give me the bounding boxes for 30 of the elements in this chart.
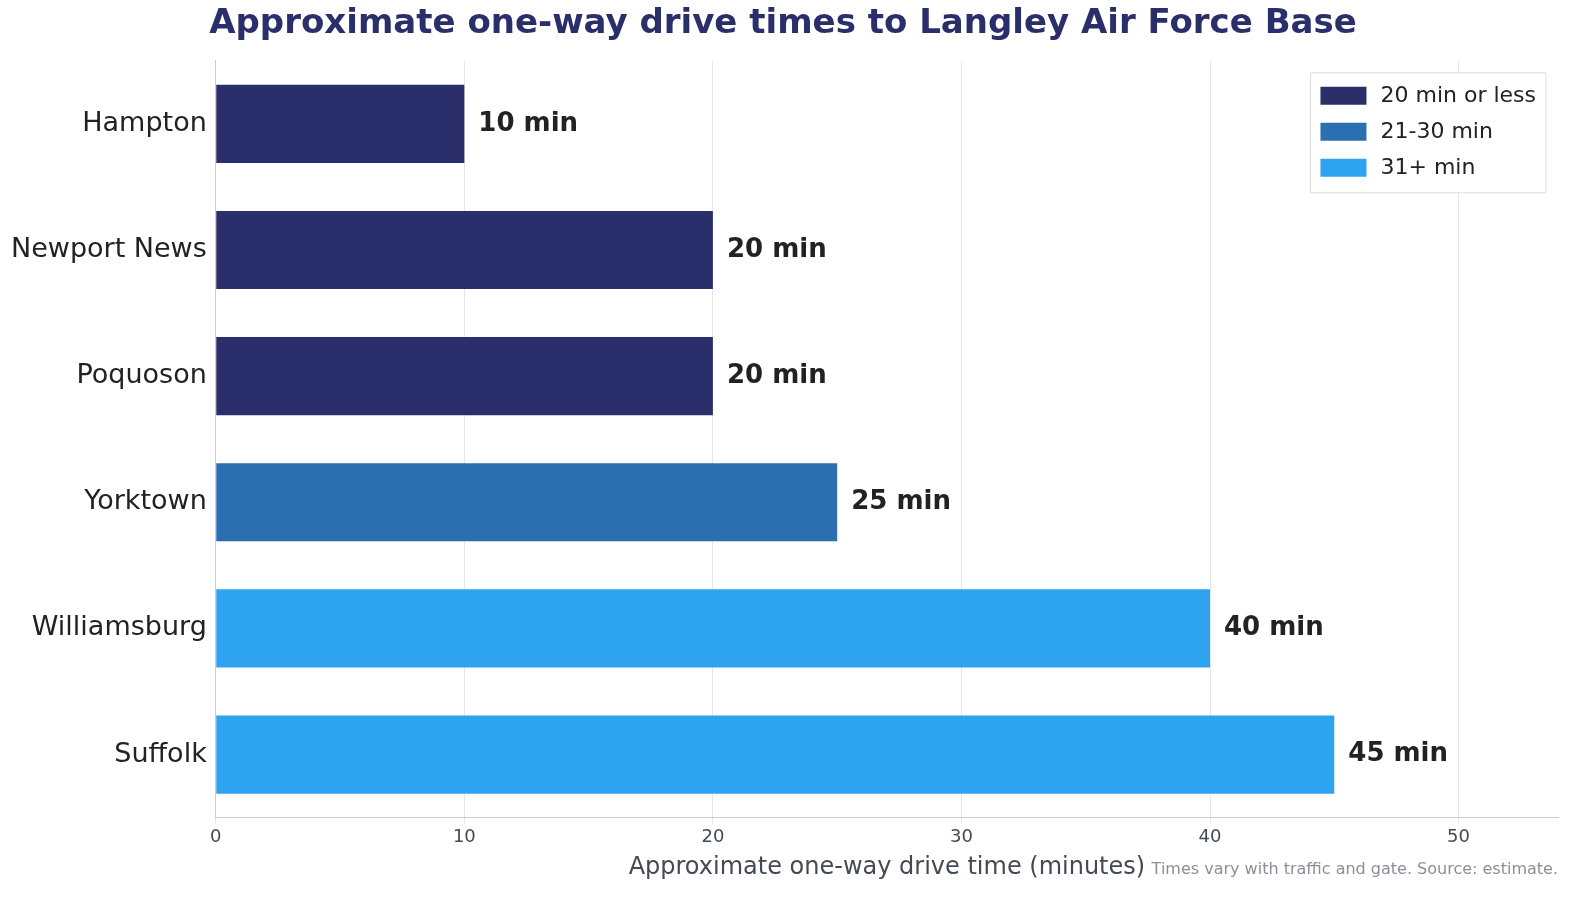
legend-label: 20 min or less [1380,81,1537,107]
bar [216,210,713,290]
y-tick-label: Newport News [11,232,207,264]
data-label: 20 min [726,232,827,263]
legend-label: 21-30 min [1380,117,1493,143]
data-label: 25 min [851,485,951,516]
text: Times vary with traffic and gate. Source: estimate. [1150,859,1558,879]
x-tick-label: 20 [701,825,725,847]
x-tick-label: 40 [1198,825,1222,847]
data-label: 10 min [478,106,579,137]
data-label: 40 min [1224,611,1324,642]
chart-title: Approximate one-way drive times to Langley Air Force Base [209,1,1357,42]
bar [216,715,1335,794]
bar [216,463,838,542]
x-tick-label: 30 [950,825,973,847]
bar [216,337,713,416]
y-tick-label: Hampton [82,105,207,137]
bar [216,84,465,163]
y-tick-label: Suffolk [114,736,208,768]
data-label: 45 min [1348,737,1449,768]
x-tick-label: 0 [210,825,222,847]
y-tick-label: Williamsburg [31,610,207,642]
y-tick-label: Poquoson [76,358,207,390]
x-axis-title: Approximate one-way drive time (minutes) [628,851,1146,880]
legend-label: 31+ min [1380,153,1476,179]
x-tick-label: 10 [452,825,476,847]
y-tick-label: Yorktown [83,484,207,516]
x-tick-label: 50 [1447,825,1471,847]
data-label: 20 min [726,358,827,389]
bar [216,589,1211,668]
